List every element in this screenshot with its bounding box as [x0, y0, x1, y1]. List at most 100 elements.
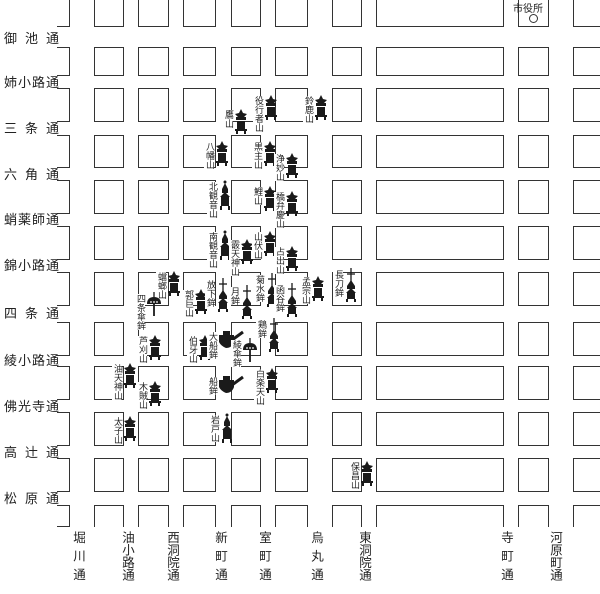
city-block: [57, 226, 70, 260]
city-block: [518, 47, 549, 76]
float-label: 鯉山: [252, 187, 262, 205]
hikiyama-float-icon: [218, 180, 232, 210]
city-block: [94, 135, 124, 168]
city-block: [138, 180, 169, 214]
yama-float-icon: [285, 245, 299, 271]
street-label-ns: 烏丸通: [309, 531, 324, 587]
hoko-float-icon: [267, 318, 281, 352]
float-label: 月鉾: [229, 287, 239, 305]
float-label: 菊水鉾: [254, 275, 264, 302]
city-block: [231, 505, 261, 527]
city-block: [376, 226, 504, 260]
city-block: [275, 412, 308, 446]
city-block: [275, 47, 308, 76]
city-block: [94, 88, 124, 122]
city-block: [138, 0, 169, 27]
city-block: [573, 226, 600, 260]
yama-float-icon: [148, 380, 162, 406]
street-label-ew: 六角通: [4, 168, 68, 183]
street-label-ew: 錦小路通: [4, 259, 61, 274]
city-block: [376, 272, 504, 306]
float-label: 綾傘鉾: [231, 340, 241, 367]
city-block: [94, 226, 124, 260]
city-block: [332, 47, 362, 76]
city-block: [518, 322, 549, 356]
street-label-ew: 蛸薬師通: [4, 213, 61, 228]
hoko-float-icon: [240, 285, 254, 319]
city-block: [94, 458, 124, 492]
city-block: [138, 458, 169, 492]
city-block: [231, 458, 261, 492]
yama-float-icon: [285, 190, 299, 216]
city-block: [57, 180, 70, 214]
float-label: 太子山: [112, 417, 122, 444]
city-block: [94, 412, 124, 446]
city-block: [518, 88, 549, 122]
float-label: 大船鉾: [207, 332, 217, 359]
street-label-ns: 東洞院通: [357, 531, 372, 581]
city-block: [183, 47, 216, 76]
city-block: [518, 135, 549, 168]
city-block: [573, 322, 600, 356]
city-block: [376, 412, 504, 446]
city-block: [275, 458, 308, 492]
city-hall-label: 市役所: [513, 4, 543, 15]
city-block: [94, 0, 124, 27]
city-block: [332, 272, 362, 306]
yama-float-icon: [148, 334, 162, 360]
city-block: [138, 412, 169, 446]
city-block: [376, 366, 504, 400]
float-label: 役行者山: [253, 96, 263, 132]
city-block: [518, 180, 549, 214]
city-block: [231, 0, 261, 27]
city-block: [183, 135, 216, 168]
city-block: [518, 272, 549, 306]
city-block: [138, 88, 169, 122]
city-block: [57, 412, 70, 446]
float-label: 霰天神山: [229, 240, 239, 276]
city-block: [573, 272, 600, 306]
city-block: [518, 0, 549, 27]
city-block: [573, 0, 600, 27]
float-label: 油天神山: [112, 364, 122, 400]
float-label: 長刀鉾: [333, 270, 343, 297]
hoko-float-icon: [344, 268, 358, 302]
float-label: 占出山: [274, 247, 284, 274]
yama-float-icon: [360, 460, 374, 486]
float-label: 船鉾: [207, 377, 217, 395]
float-label: 鷹山: [223, 110, 233, 128]
float-label: 白楽天山: [254, 369, 264, 405]
yama-float-icon: [285, 152, 299, 178]
city-block: [94, 180, 124, 214]
city-block: [518, 458, 549, 492]
city-block: [332, 0, 362, 27]
hikiyama-float-icon: [220, 413, 234, 443]
city-block: [94, 47, 124, 76]
street-label-ns: 油小路通: [120, 531, 135, 581]
city-block: [94, 366, 124, 400]
city-block: [376, 88, 504, 122]
city-block: [376, 458, 504, 492]
city-block: [573, 505, 600, 527]
float-label: 橋弁慶山: [274, 192, 284, 228]
street-label-ew: 四条通: [4, 307, 68, 322]
street-label-ns: 西洞院通: [165, 531, 180, 581]
yama-float-icon: [167, 270, 181, 296]
city-block: [94, 272, 124, 306]
yama-float-icon: [215, 140, 229, 166]
city-block: [573, 47, 600, 76]
city-block: [275, 366, 308, 400]
city-block: [57, 322, 70, 356]
city-block: [138, 505, 169, 527]
city-block: [275, 505, 308, 527]
float-label: 伯牙山: [187, 336, 197, 363]
yama-float-icon: [264, 94, 278, 120]
hikiyama-float-icon: [218, 230, 232, 260]
circle-marker-icon: [529, 14, 538, 23]
city-block: [573, 135, 600, 168]
kasa-hoko-icon: [146, 292, 161, 318]
city-block: [231, 412, 261, 446]
street-label-ew: 高辻通: [4, 446, 68, 461]
yama-float-icon: [314, 94, 328, 120]
